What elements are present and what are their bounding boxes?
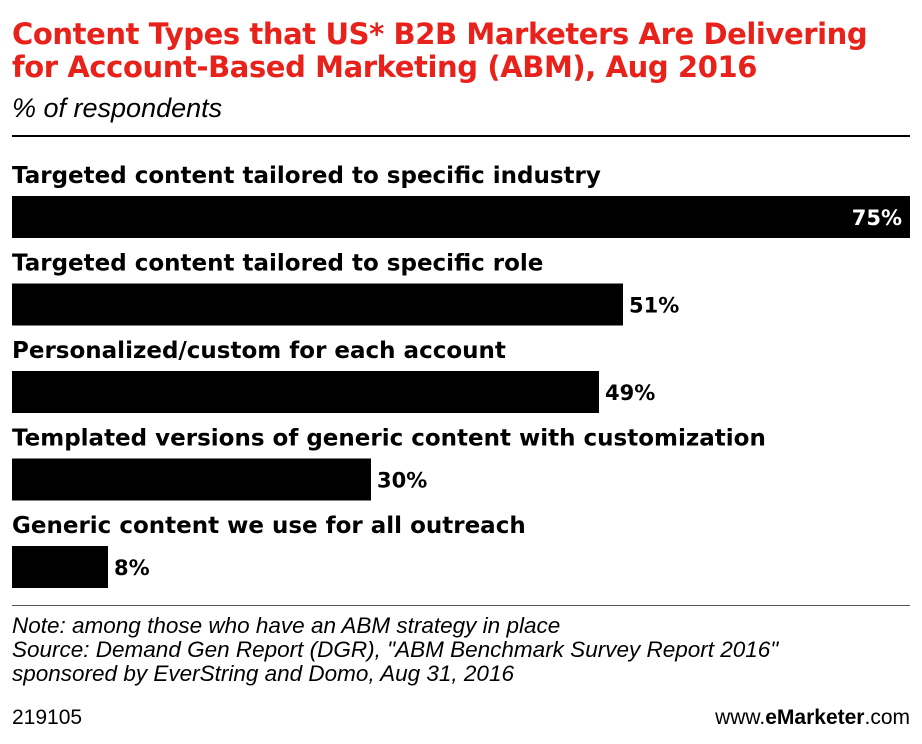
bar <box>12 371 599 413</box>
value-label: 51% <box>629 294 679 318</box>
note-line: Note: among those who have an ABM strate… <box>12 613 561 638</box>
bar <box>12 458 371 501</box>
value-label: 75% <box>852 206 902 230</box>
bar <box>12 196 910 238</box>
chart-title: Content Types that US* B2B Marketers Are… <box>12 17 868 84</box>
bottom-divider <box>12 605 910 606</box>
brand-prefix: www. <box>715 706 766 729</box>
category-label: Personalized/custom for each account <box>12 338 506 364</box>
value-label: 30% <box>377 469 427 493</box>
top-divider <box>12 135 910 137</box>
bar <box>12 546 108 588</box>
value-label: 8% <box>114 556 150 580</box>
category-label: Targeted content tailored to specific in… <box>12 163 601 189</box>
chart-id: 219105 <box>12 706 83 729</box>
value-label: 49% <box>605 381 655 405</box>
brand-name: eMarketer <box>765 706 865 729</box>
chart-subtitle: % of respondents <box>12 93 223 123</box>
category-label: Templated versions of generic content wi… <box>12 426 766 452</box>
category-label: Generic content we use for all outreach <box>12 513 526 539</box>
source-line: Source: Demand Gen Report (DGR), "ABM Be… <box>12 637 779 662</box>
brand-footer: www.eMarketer.com <box>715 706 910 730</box>
bar-chart: Targeted content tailored to specific in… <box>12 163 910 588</box>
source-line-continued: sponsored by EverString and Domo, Aug 31… <box>12 661 514 686</box>
chart-notes: Note: among those who have an ABM strate… <box>12 614 778 686</box>
bar <box>12 283 623 326</box>
brand-suffix: .com <box>864 706 910 729</box>
category-label: Targeted content tailored to specific ro… <box>12 251 543 277</box>
